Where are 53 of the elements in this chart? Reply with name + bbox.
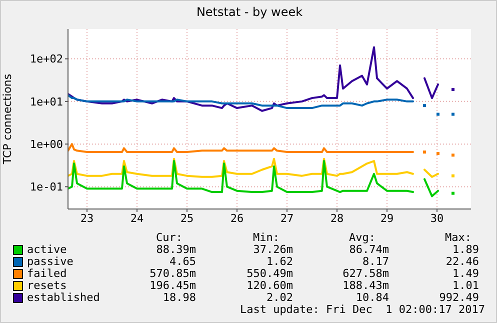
y-tick-label: 1e+00 — [30, 138, 63, 151]
legend-label: passive — [27, 255, 74, 268]
legend-label: resets — [27, 279, 67, 292]
x-tick-label: 26 — [230, 212, 244, 225]
text: 4.65 — [170, 255, 196, 268]
text: Last update: Fri Dec 1 02:00:17 2017 — [240, 303, 485, 316]
point — [436, 112, 440, 116]
text: 1.89 — [452, 243, 479, 256]
point — [452, 112, 454, 116]
text: 22.46 — [446, 255, 479, 268]
text: 188.43m — [342, 279, 389, 292]
text: 37.26m — [253, 243, 293, 256]
text: 1.01 — [452, 279, 479, 292]
y-tick-label: 1e+01 — [30, 95, 63, 108]
point — [423, 150, 426, 154]
text: 1.49 — [452, 267, 479, 280]
text: Max: — [445, 231, 472, 244]
point — [436, 152, 440, 156]
text: 2.02 — [266, 291, 293, 304]
point — [452, 88, 454, 92]
text: 570.85m — [150, 267, 196, 280]
text: 18.98 — [162, 291, 196, 304]
text: 1.62 — [266, 255, 293, 268]
text: 550.49m — [246, 267, 293, 280]
x-tick-label: 30 — [430, 212, 444, 225]
x-tick-label: 29 — [380, 212, 394, 225]
x-tick-label: 24 — [130, 212, 144, 225]
text: Min: — [253, 231, 280, 244]
text: Avg: — [349, 231, 376, 244]
x-tick-label: 27 — [280, 212, 294, 225]
x-tick-label: 23 — [80, 212, 94, 225]
text: 196.45m — [150, 279, 196, 292]
text: 120.60m — [246, 279, 293, 292]
text: 627.58m — [342, 267, 389, 280]
y-tick-label: 1e+02 — [30, 52, 63, 66]
text: 8.17 — [362, 255, 389, 268]
legend-label: active — [27, 243, 67, 256]
text: 992.49 — [439, 291, 479, 304]
text: 10.84 — [356, 291, 389, 304]
chart-title: Netstat - by week — [195, 5, 304, 19]
legend-label: failed — [27, 267, 67, 280]
point — [452, 154, 454, 157]
y-tick-label: 1e-01 — [30, 180, 63, 194]
legend-label: established — [27, 291, 100, 304]
point — [452, 174, 454, 178]
text: Cur: — [156, 231, 182, 244]
text: 86.74m — [349, 243, 389, 256]
point — [452, 192, 454, 195]
text: 88.39m — [156, 243, 196, 256]
x-tick-label: 25 — [180, 212, 194, 225]
x-tick-label: 28 — [330, 212, 344, 225]
y-axis-title: TCP connections — [0, 74, 14, 166]
point — [423, 104, 426, 108]
